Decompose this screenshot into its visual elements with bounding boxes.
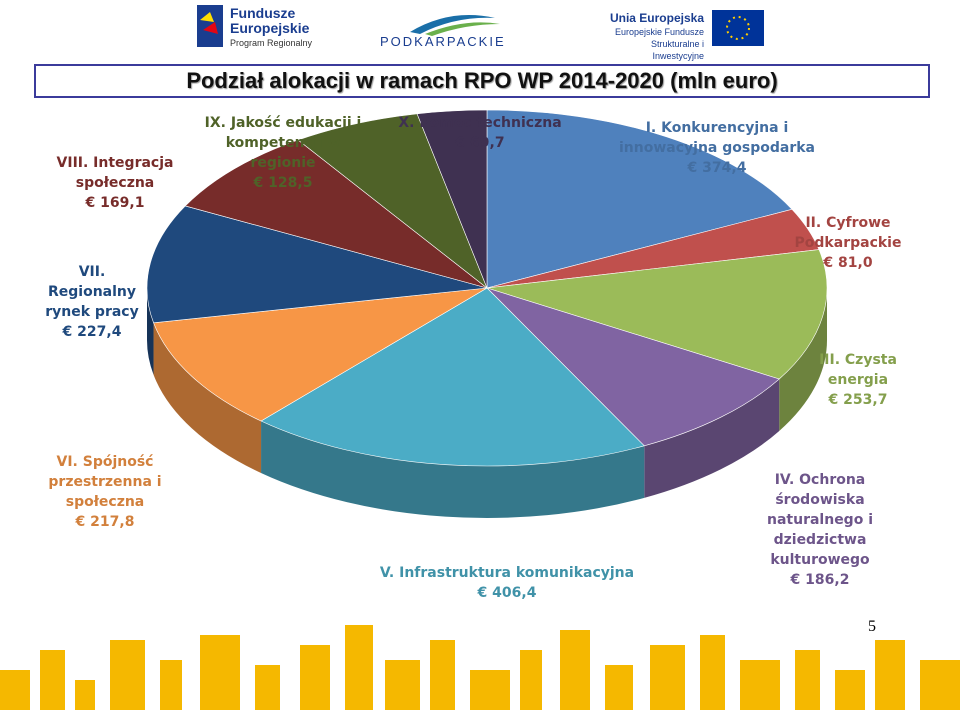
value-label: € 227,4 xyxy=(62,324,122,340)
deco-shape xyxy=(345,625,373,710)
data-label: VII. Regionalny rynek pracy € 227,4 xyxy=(42,262,142,342)
value-label: € 169,1 xyxy=(85,195,145,211)
deco-shape xyxy=(40,650,65,710)
category-label: VI. Spójność przestrzenna i społeczna xyxy=(48,454,162,510)
deco-shape xyxy=(300,645,330,710)
value-label: € 128,5 xyxy=(253,175,313,191)
category-label: IX. Jakość edukacji i kompetencji w regi… xyxy=(204,115,362,171)
eu-flag xyxy=(712,10,764,46)
eu-logo: Unia Europejska Europejskie Fundusze Str… xyxy=(598,10,704,62)
deco-shape xyxy=(430,640,455,710)
logo-text: Fundusze xyxy=(230,5,296,21)
value-label: € 81,0 xyxy=(823,255,873,271)
data-label: III. Czysta energia € 253,7 xyxy=(813,350,903,410)
logo-text: Unia Europejska xyxy=(609,11,704,25)
category-label: VII. Regionalny rynek pracy xyxy=(45,264,139,320)
podkarpackie-logo-mark xyxy=(410,15,500,36)
deco-shape xyxy=(605,665,633,710)
deco-shape xyxy=(75,680,95,710)
slice-side xyxy=(153,322,262,474)
fe-logo-mark xyxy=(197,5,223,47)
deco-shape xyxy=(740,660,780,710)
data-label: VIII. Integracja społeczna € 169,1 xyxy=(50,153,180,213)
deco-shape xyxy=(835,670,865,710)
value-label: € 69,7 xyxy=(455,135,505,151)
category-label: III. Czysta energia xyxy=(819,352,897,388)
deco-shape xyxy=(520,650,542,710)
deco-shape xyxy=(875,640,905,710)
deco-shape xyxy=(920,660,960,710)
bottom-decoration xyxy=(0,625,960,710)
pie-slice xyxy=(486,249,828,380)
data-label: IV. Ochrona środowiska naturalnego i dzi… xyxy=(760,470,880,590)
pie-slice xyxy=(146,205,488,324)
pie-slice xyxy=(153,287,488,422)
data-label: V. Infrastruktura komunikacyjna € 406,4 xyxy=(357,563,657,603)
chart-title: Podział alokacji w ramach RPO WP 2014-20… xyxy=(34,64,930,98)
category-label: II. Cyfrowe Podkarpackie xyxy=(794,215,902,251)
deco-shape xyxy=(650,645,685,710)
category-label: IV. Ochrona środowiska naturalnego i dzi… xyxy=(767,472,873,568)
pie-slice xyxy=(297,113,488,289)
podkarpackie-logo: PODKARPACKIE xyxy=(380,34,506,49)
deco-shape xyxy=(255,665,280,710)
slice-side xyxy=(147,288,154,375)
deco-shape xyxy=(700,635,725,710)
category-label: VIII. Integracja społeczna xyxy=(56,155,174,191)
pie-slice xyxy=(416,109,488,289)
deco-shape xyxy=(160,660,182,710)
logo-text: Europejskie xyxy=(230,20,310,36)
value-label: € 406,4 xyxy=(477,585,537,601)
deco-shape xyxy=(200,635,240,710)
logo-text: Europejskie Fundusze xyxy=(614,27,704,37)
value-label: € 217,8 xyxy=(75,514,135,530)
deco-shape xyxy=(385,660,420,710)
category-label: I. Konkurencyjna i innowacyjna gospodark… xyxy=(619,120,815,156)
data-label: II. Cyfrowe Podkarpackie € 81,0 xyxy=(793,213,903,273)
slice-side xyxy=(644,378,780,498)
category-label: X. Pomoc techniczna xyxy=(398,115,562,131)
value-label: € 186,2 xyxy=(790,572,850,588)
deco-shape xyxy=(795,650,820,710)
pie-slice xyxy=(184,139,488,289)
pie-slice xyxy=(486,109,793,289)
data-label: I. Konkurencyjna i innowacyjna gospodark… xyxy=(617,118,817,178)
fe-logo: Fundusze Europejskie Program Regionalny xyxy=(230,6,312,51)
pie-slice xyxy=(486,287,780,447)
slice-side xyxy=(261,421,645,518)
deco-shape xyxy=(470,670,510,710)
category-label: V. Infrastruktura komunikacyjna xyxy=(379,565,635,581)
page-number: 5 xyxy=(868,618,876,635)
data-label: X. Pomoc techniczna € 69,7 xyxy=(395,113,565,153)
pie-slice xyxy=(260,287,645,467)
logo-text: Strukturalne i Inwestycyjne xyxy=(650,39,704,61)
deco-shape xyxy=(0,670,30,710)
logo-text: Program Regionalny xyxy=(230,38,313,48)
deco-shape xyxy=(560,630,590,710)
slice-side xyxy=(779,288,827,431)
deco-shape xyxy=(110,640,145,710)
data-label: VI. Spójność przestrzenna i społeczna € 2… xyxy=(30,452,180,532)
value-label: € 374,4 xyxy=(687,160,747,176)
value-label: € 253,7 xyxy=(828,392,888,408)
data-label: IX. Jakość edukacji i kompetencji w regi… xyxy=(193,113,373,193)
